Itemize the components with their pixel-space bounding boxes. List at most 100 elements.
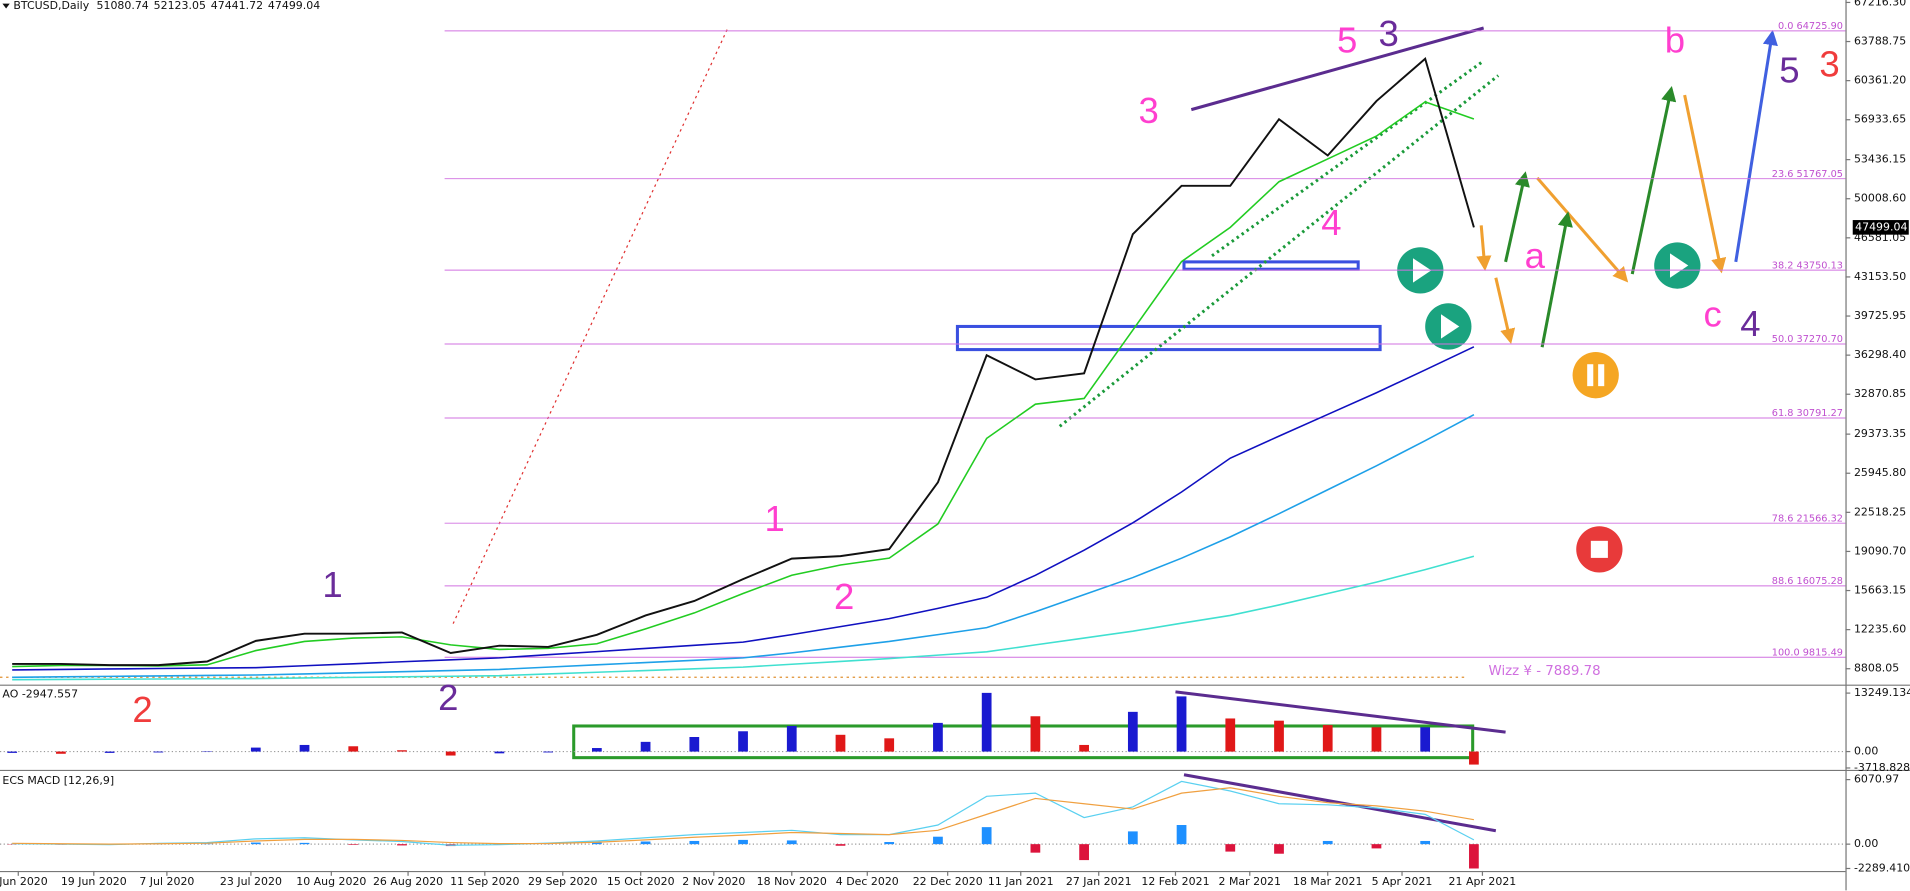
histogram-bar [299, 842, 310, 845]
fib-label: 88.6 16075.28 [1772, 576, 1843, 587]
x-tick-label: 21 Apr 2021 [1449, 875, 1517, 888]
pause-icon [1572, 352, 1619, 399]
histogram-bar [1322, 840, 1333, 845]
y-tick-label: 29373.35 [1854, 427, 1906, 440]
y-tick-label: 8808.05 [1854, 662, 1899, 675]
histogram-bar [494, 751, 505, 754]
y-tick-label: 39725.95 [1854, 309, 1906, 322]
panel-title: AO -2947.557 [2, 687, 78, 700]
x-tick-label: 26 Aug 2020 [373, 875, 443, 888]
x-tick-label: 15 Oct 2020 [607, 875, 675, 888]
panel-title: ECS MACD [12,26,9] [2, 774, 114, 787]
x-tick-label: 18 Mar 2021 [1293, 875, 1362, 888]
histogram-bar [104, 751, 115, 753]
fib-label: 61.8 30791.27 [1772, 408, 1843, 419]
fib-label: 78.6 21566.32 [1772, 513, 1843, 524]
histogram-bar [591, 842, 602, 845]
histogram-bar [397, 750, 407, 752]
play-icon [1425, 303, 1472, 350]
y-tick-label: 63788.75 [1854, 35, 1906, 48]
y-tick-label: 6070.97 [1854, 773, 1899, 786]
histogram-bar [689, 840, 700, 845]
y-tick-label: 36298.40 [1854, 348, 1906, 361]
trend-line [1190, 26, 1485, 112]
y-tick-label: 25945.80 [1854, 466, 1906, 479]
header: BTCUSD,Daily 51080.74 52123.05 47441.72 4749… [13, 0, 320, 12]
histogram-bar [1030, 844, 1041, 853]
histogram-bar [543, 751, 554, 753]
y-tick-label: 19090.70 [1854, 544, 1906, 557]
x-tick-label: 7 Jul 2020 [139, 875, 194, 888]
indicator-line [12, 787, 1475, 845]
x-tick-label: 27 Jan 2021 [1066, 875, 1132, 888]
histogram-bar [981, 827, 992, 845]
arrow [1734, 29, 1778, 263]
histogram-bar [1079, 744, 1089, 752]
histogram-bar [1127, 711, 1138, 752]
histogram-bar [981, 692, 992, 752]
wave-label: 3 [1378, 13, 1398, 54]
histogram-bar [1469, 844, 1479, 869]
histogram-bar [591, 748, 602, 752]
histogram-bar [640, 841, 651, 845]
zone-box [572, 724, 1475, 760]
fib-label: 38.2 43750.13 [1772, 260, 1843, 271]
series-line [12, 57, 1475, 667]
histogram-bar [738, 731, 748, 752]
histogram-bar [1371, 844, 1382, 849]
series-line [12, 413, 1475, 679]
arrow [1540, 211, 1573, 348]
histogram-bar [933, 836, 943, 845]
stop-icon [1576, 526, 1623, 573]
arrow [1504, 171, 1530, 263]
wave-label: b [1665, 19, 1685, 60]
wave-label: 5 [1779, 50, 1799, 91]
menu-triangle [2, 3, 10, 9]
histogram-bar [738, 839, 748, 845]
y-tick-label: -3718.828 [1854, 761, 1910, 774]
y-tick-label: 0.00 [1854, 837, 1878, 850]
histogram-bar [1420, 840, 1431, 845]
wave-label: 5 [1337, 19, 1357, 60]
x-tick-label: 4 Dec 2020 [836, 875, 899, 888]
histogram-bar [7, 751, 18, 753]
x-tick-label: 5 Apr 2021 [1372, 875, 1433, 888]
y-tick-label: 12235.60 [1854, 623, 1906, 636]
histogram-bar [1469, 751, 1479, 765]
x-tick-label: 10 Aug 2020 [296, 875, 366, 888]
arrow [1494, 277, 1516, 345]
x-tick-label: 1 Jun 2020 [0, 875, 48, 888]
arrow [1476, 225, 1492, 272]
arrow [1536, 176, 1629, 283]
wave-label: 1 [765, 498, 785, 539]
symbol: BTCUSD,Daily [13, 0, 89, 12]
x-tick-label: 2 Nov 2020 [682, 875, 745, 888]
histogram-bar [884, 842, 895, 845]
x-tick-label: 2 Mar 2021 [1219, 875, 1281, 888]
zone-box [955, 324, 1382, 352]
wave-label: 2 [834, 576, 854, 617]
x-tick-label: 11 Jan 2021 [988, 875, 1054, 888]
histogram-bar [1225, 718, 1236, 752]
projection [1476, 29, 1778, 348]
histogram-bar [1176, 696, 1187, 752]
x-tick-label: 18 Nov 2020 [757, 875, 827, 888]
y-tick-label: 13249.134 [1854, 686, 1910, 699]
histogram-bar [1079, 844, 1089, 861]
wave-label: 2 [438, 677, 458, 718]
histogram-bar [1030, 716, 1041, 752]
play-icon [1654, 242, 1701, 289]
fib-label: 50.0 37270.70 [1772, 334, 1843, 345]
y-tick-label: 15663.15 [1854, 584, 1906, 597]
high: 52123.05 [154, 0, 206, 12]
low: 47441.72 [211, 0, 263, 12]
wave-label: a [1525, 235, 1546, 276]
open: 51080.74 [97, 0, 149, 12]
x-tick-label: 12 Feb 2021 [1141, 875, 1209, 888]
histogram-bar [1127, 831, 1138, 845]
histogram-bar [786, 725, 797, 752]
trend-line [1183, 773, 1497, 833]
price-tag [1852, 220, 1909, 235]
